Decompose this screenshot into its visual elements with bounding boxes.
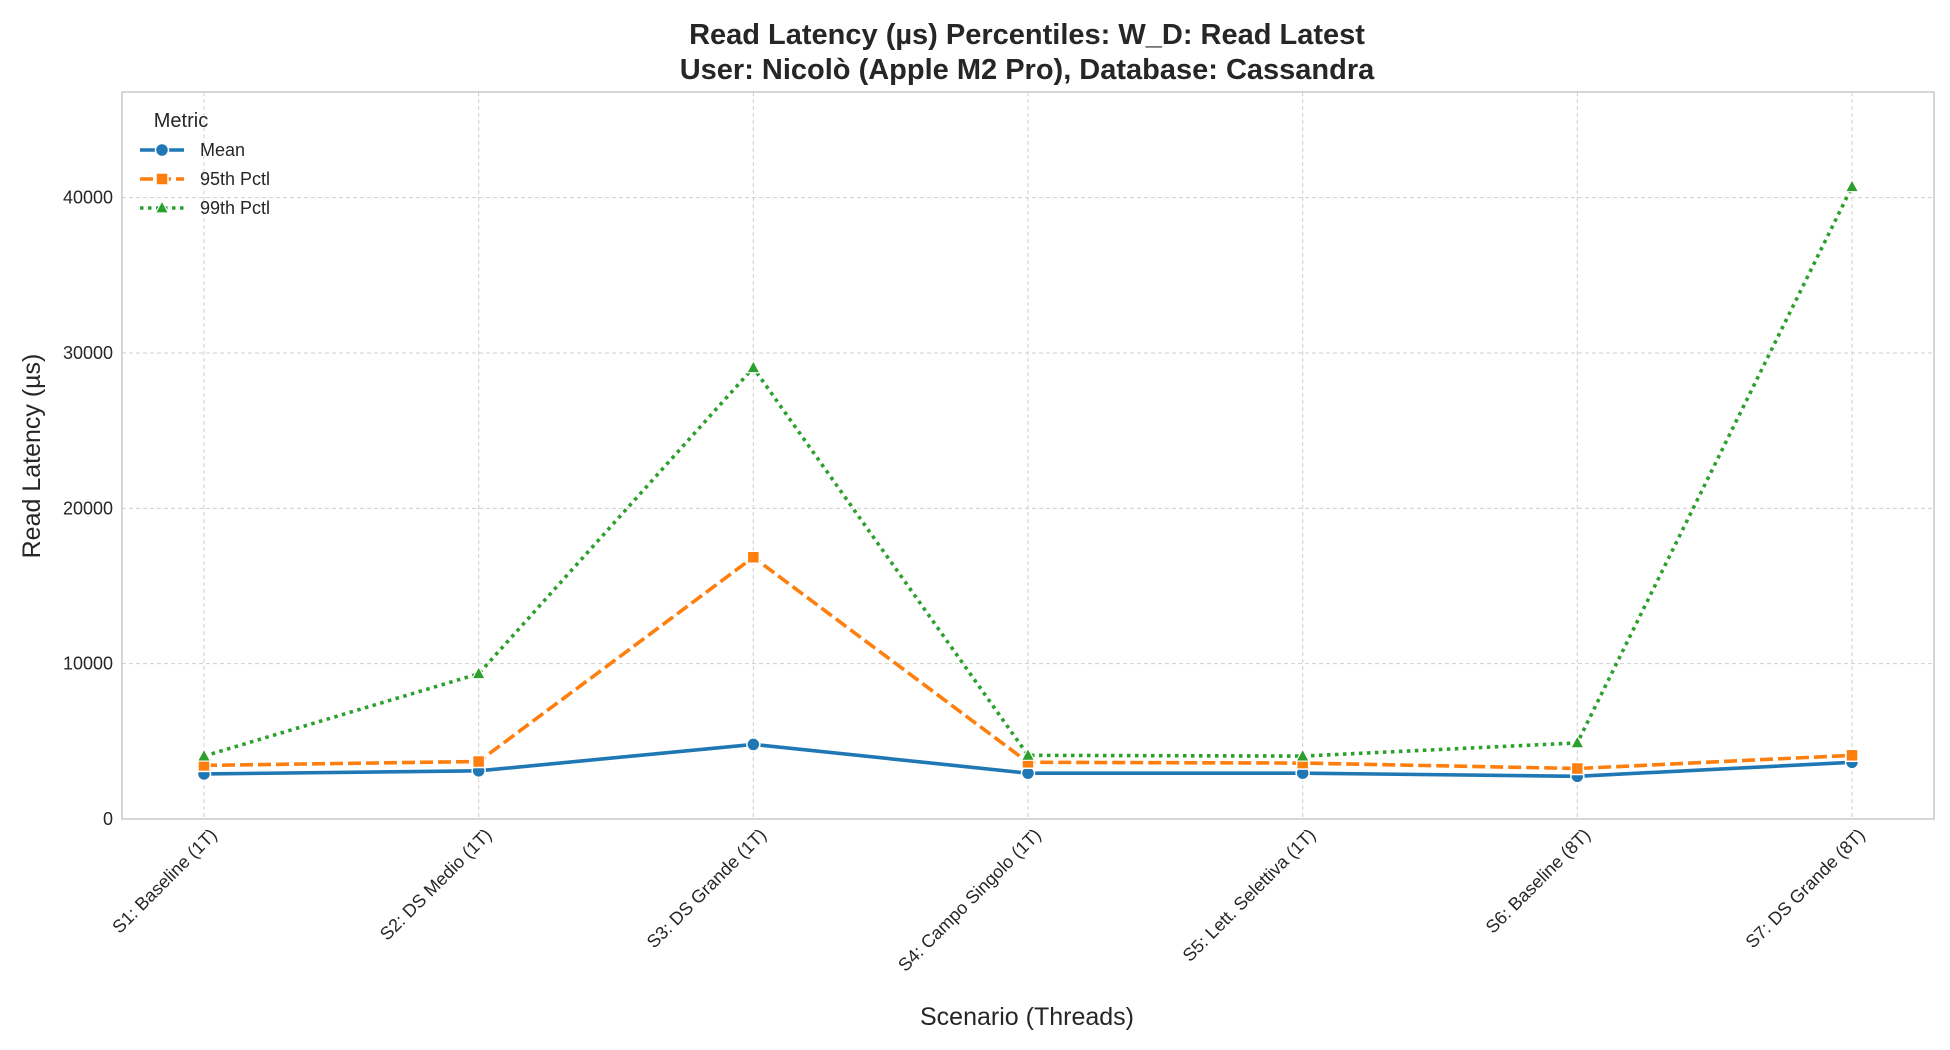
data-point — [746, 550, 761, 564]
legend-label: 99th Pctl — [200, 198, 270, 218]
data-point — [471, 754, 486, 769]
legend-label: 95th Pctl — [200, 169, 270, 189]
series-99th-pctl — [196, 178, 1860, 762]
legend-title: Metric — [154, 110, 208, 132]
data-point — [745, 359, 761, 374]
x-tick-label: S2: DS Medio (1T) — [376, 825, 496, 945]
data-point — [196, 747, 212, 762]
grid — [122, 92, 1934, 820]
data-point — [1569, 734, 1585, 749]
plot-area — [121, 91, 1935, 820]
series-group — [196, 178, 1860, 784]
x-tick-label: S7: DS Grande (8T) — [1742, 825, 1869, 952]
y-axis-label: Read Latency (µs) — [18, 354, 46, 559]
data-point — [1020, 747, 1036, 761]
y-tick-label: 10000 — [63, 654, 113, 674]
chart-title-line1: Read Latency (µs) Percentiles: W_D: Read… — [689, 19, 1365, 51]
legend-marker — [155, 172, 169, 186]
legend-marker — [154, 142, 170, 158]
y-tick-label: 0 — [103, 809, 113, 829]
legend-label: Mean — [200, 140, 245, 160]
data-point — [1570, 761, 1585, 776]
data-point — [1845, 748, 1859, 763]
y-axis-ticks: 0 10000 20000 30000 40000 — [63, 188, 113, 829]
x-axis-ticks: S1: Baseline (1T) S2: DS Medio (1T) S3: DS… — [108, 825, 1868, 976]
data-point — [746, 737, 761, 752]
legend-marker — [154, 199, 170, 214]
x-tick-label: S5: Lett. Selettiva (1T) — [1179, 825, 1320, 966]
x-tick-label: S4: Campo Singolo (1T) — [894, 825, 1045, 976]
x-tick-label: S1: Baseline (1T) — [108, 825, 220, 937]
data-point — [1295, 747, 1311, 762]
legend: Metric Mean 95th Pctl 99th Pctl — [140, 110, 270, 218]
x-axis-label: Scenario (Threads) — [920, 1003, 1134, 1031]
chart-title-line2: User: Nicolò (Apple M2 Pro), Database: C… — [680, 54, 1375, 86]
x-tick-label: S6: Baseline (8T) — [1482, 825, 1594, 937]
y-tick-label: 20000 — [63, 498, 113, 518]
y-tick-label: 30000 — [63, 343, 113, 363]
x-tick-label: S3: DS Grande (1T) — [643, 825, 770, 952]
data-point — [1844, 178, 1860, 193]
y-tick-label: 40000 — [63, 188, 113, 208]
data-point — [471, 665, 487, 680]
